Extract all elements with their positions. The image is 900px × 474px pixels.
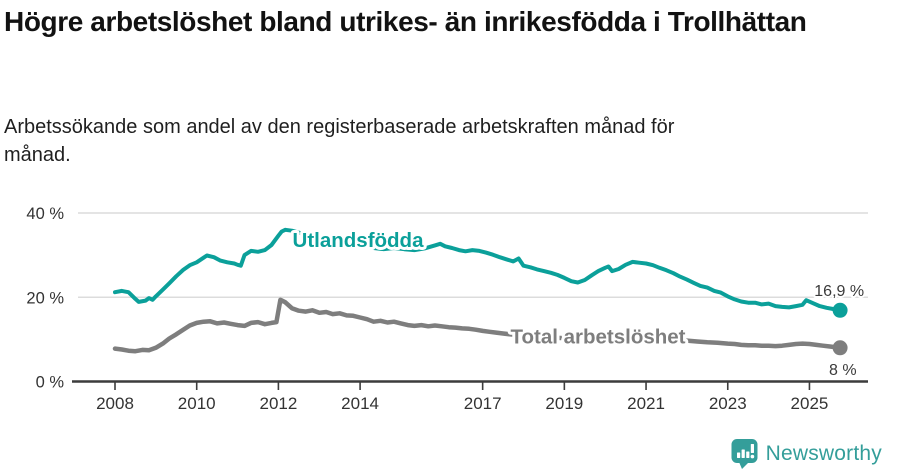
series-label-total: Total arbetslöshet bbox=[510, 326, 685, 349]
y-axis-label-20: 20 % bbox=[26, 289, 64, 307]
x-axis-label-2019: 2019 bbox=[545, 394, 583, 413]
line-total bbox=[112, 297, 843, 354]
y-axis-label-40: 40 % bbox=[26, 205, 64, 223]
end-dot-utlandsfodda bbox=[832, 302, 848, 318]
newsworthy-brand-link[interactable]: Newsworthy bbox=[730, 438, 882, 469]
y-axis-label-0: 0 % bbox=[36, 374, 65, 392]
x-axis-label-2017: 2017 bbox=[464, 394, 502, 413]
brand-name-label: Newsworthy bbox=[765, 441, 882, 465]
x-axis-label-2010: 2010 bbox=[178, 394, 216, 413]
page-title: Högre arbetslöshet bland utrikes- än inr… bbox=[4, 6, 807, 37]
line-utlandsfodda bbox=[113, 227, 843, 313]
end-value-label-utlandsfodda: 16,9 % bbox=[814, 283, 864, 300]
x-axis-label-2014: 2014 bbox=[341, 394, 379, 413]
x-axis-label-2008: 2008 bbox=[96, 394, 134, 413]
chart-subtitle: Arbetssökande som andel av den registerb… bbox=[4, 116, 675, 166]
x-axis-label-2023: 2023 bbox=[709, 394, 747, 413]
x-axis-label-2012: 2012 bbox=[259, 394, 297, 413]
series-label-utlandsfodda: Utlandsfödda bbox=[293, 229, 425, 252]
bar-chart-speech-bubble-icon bbox=[731, 439, 758, 469]
x-axis-label-2025: 2025 bbox=[791, 394, 829, 413]
end-dot-total bbox=[832, 340, 848, 356]
x-axis-label-2021: 2021 bbox=[627, 394, 665, 413]
end-value-label-total: 8 % bbox=[829, 362, 857, 379]
